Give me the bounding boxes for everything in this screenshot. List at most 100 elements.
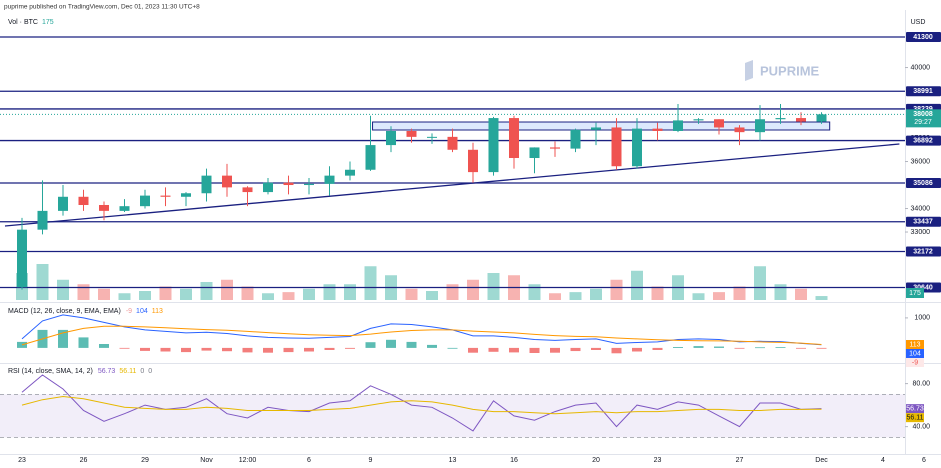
volume-legend-value: 175 — [42, 19, 54, 26]
value-badge — [906, 340, 924, 350]
volume-bar — [815, 296, 828, 300]
volume-bar — [487, 273, 500, 300]
indicator-value: 113 — [152, 308, 163, 315]
x-tick-label: 23 — [654, 457, 662, 464]
candle-body — [447, 136, 458, 150]
level-badge — [906, 135, 941, 146]
rsi-line — [21, 374, 822, 432]
candle-body — [283, 182, 294, 186]
candle-body — [775, 118, 786, 120]
x-tick-label: 26 — [80, 457, 88, 464]
volume-legend: Vol · BTC — [8, 19, 38, 26]
volume-bar — [57, 279, 69, 300]
macd-histogram-bar — [365, 342, 376, 348]
x-tick-label: 27 — [736, 457, 744, 464]
candle-body — [427, 136, 437, 138]
value-badge — [906, 413, 924, 423]
volume-bar — [631, 270, 643, 300]
volume-bar — [303, 288, 315, 300]
x-tick-label: 12:00 — [239, 457, 257, 464]
candle-body — [693, 119, 704, 121]
watermark: PUPRIME — [760, 63, 820, 78]
macd-histogram-bar — [755, 347, 765, 349]
volume-bar — [549, 293, 561, 300]
candle-body — [78, 196, 89, 206]
macd-histogram-bar — [119, 347, 130, 349]
volume-bar — [364, 266, 377, 300]
level-label: 38991 — [913, 88, 933, 95]
macd-histogram-bar — [632, 347, 642, 352]
volume-badge — [906, 288, 924, 298]
macd-histogram-bar — [406, 341, 417, 348]
indicator-value: 0 — [140, 368, 144, 375]
macd-histogram-bar — [488, 347, 499, 352]
volume-bar — [754, 266, 766, 300]
volume-bar — [282, 292, 295, 300]
level-badge — [906, 31, 941, 42]
value-badge-label: 56.73 — [906, 405, 924, 412]
macd-histogram-bar — [160, 347, 171, 352]
candle-body — [37, 210, 48, 230]
macd-histogram-bar — [283, 347, 294, 353]
value-badge-label: 113 — [909, 341, 920, 348]
currency: USD — [911, 19, 926, 26]
macd-histogram-bar — [427, 344, 437, 348]
x-tick-label: Dec — [815, 457, 828, 464]
candle-body — [304, 183, 314, 186]
volume-bar — [590, 288, 602, 300]
rsi-line — [21, 395, 822, 415]
volume-bar — [323, 284, 336, 300]
volume-bar — [200, 282, 213, 300]
macd-histogram-bar — [304, 347, 314, 352]
macd-histogram-bar — [611, 347, 622, 354]
candle-body — [201, 175, 212, 194]
level-label: 33437 — [913, 219, 933, 226]
trendline — [4, 143, 900, 227]
value-badge-label: 104 — [909, 350, 921, 357]
candle-body — [550, 147, 560, 149]
volume-bar — [713, 292, 725, 300]
macd-histogram-bar — [99, 344, 109, 348]
macd-histogram-bar — [324, 347, 335, 350]
level-label: 35086 — [913, 180, 933, 187]
macd-histogram-bar — [58, 329, 68, 348]
candle-body — [181, 193, 191, 197]
macd-histogram-bar — [591, 347, 601, 350]
indicator-title: MACD (12, 26, close, 9, EMA, EMA) — [8, 308, 121, 315]
level-label: 32172 — [913, 248, 933, 255]
macd-histogram-bar — [734, 347, 745, 349]
candle-body — [570, 129, 581, 149]
y-tick-label: 33000 — [911, 229, 931, 236]
watermark-icon — [745, 60, 753, 81]
level-label: 38239 — [913, 106, 933, 113]
volume-bar — [528, 284, 541, 300]
candle-body — [406, 130, 417, 137]
candle-body — [652, 128, 663, 131]
candle-body — [632, 128, 642, 167]
volume-bar — [77, 284, 90, 300]
volume-bar — [405, 288, 418, 300]
macd-line — [21, 325, 822, 346]
indicator-title: RSI (14, close, SMA, 14, 2) — [8, 368, 93, 375]
macd-histogram-bar — [550, 347, 560, 353]
macd-histogram-bar — [201, 347, 212, 351]
volume-bar — [262, 293, 274, 300]
volume-bar — [159, 286, 172, 300]
level-label: 30640 — [913, 284, 933, 291]
macd-histogram-bar — [714, 346, 724, 348]
volume-bar — [344, 284, 356, 300]
candle-body — [222, 175, 232, 188]
macd-histogram-bar — [78, 337, 89, 348]
macd-histogram-bar — [570, 347, 581, 352]
x-tick-label: 29 — [141, 457, 149, 464]
candle-body — [263, 182, 273, 193]
candle-body — [796, 118, 806, 122]
level-label: 41300 — [913, 34, 933, 41]
x-tick-label: 23 — [18, 457, 26, 464]
x-tick-label: Nov — [200, 457, 213, 464]
candle-body — [365, 145, 376, 170]
volume-badge-label: 175 — [909, 290, 921, 297]
